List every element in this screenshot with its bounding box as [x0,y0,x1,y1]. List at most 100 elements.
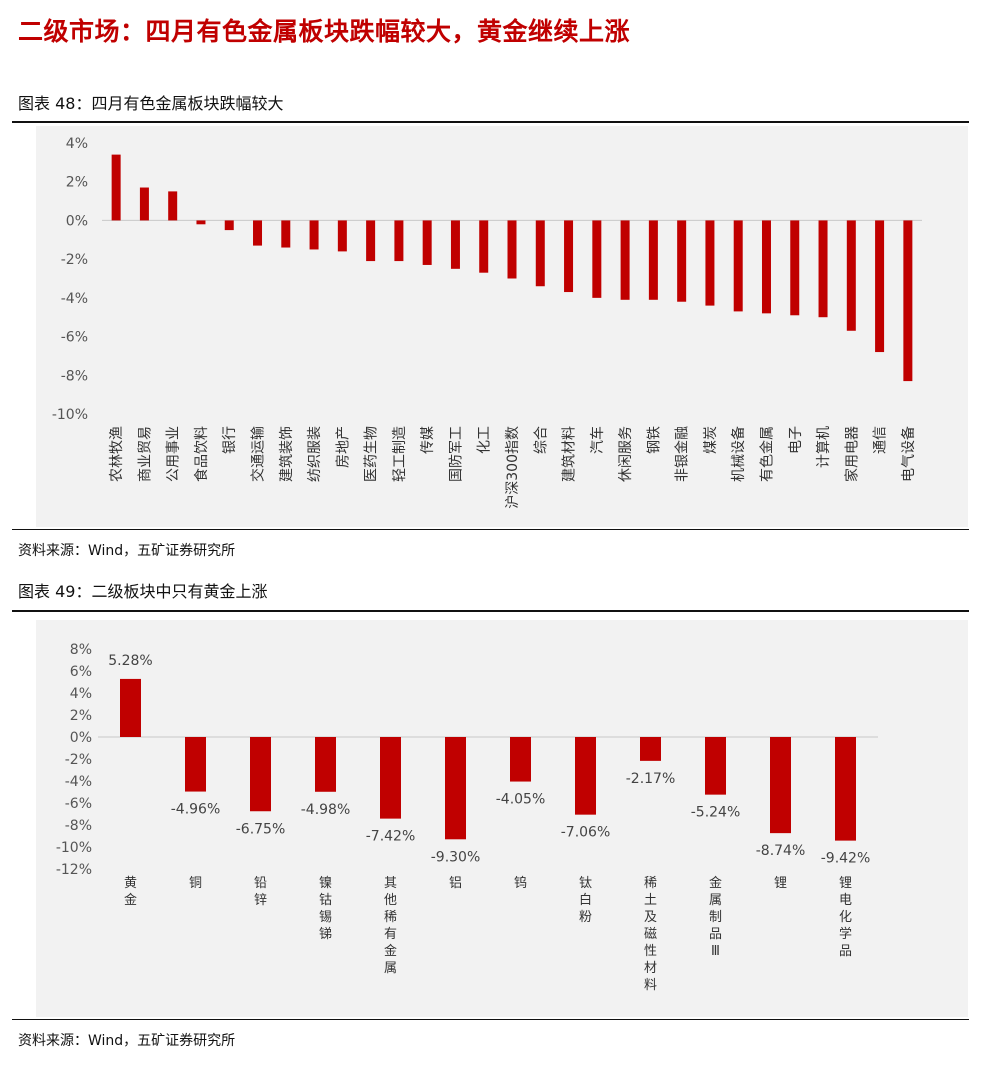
category-label: 纺织服装 [307,426,323,482]
category-label: 铜 [189,876,202,891]
category-label: 化工 [477,426,493,454]
category-label: 交通运输 [250,426,267,482]
category-label: 铝 [449,876,462,891]
bar [120,678,141,737]
bar [705,737,726,795]
bar [592,220,602,298]
bar [564,220,574,293]
data-label: -9.42% [821,851,871,867]
category-label: 公用事业 [166,426,182,482]
category-label: 房地产 [335,426,351,468]
category-label: 通信 [873,426,889,454]
bar [366,220,376,262]
y-tick-label: 4% [66,136,88,152]
category-label: 医药生物 [364,426,380,482]
category-label: 建筑装饰 [279,426,295,482]
category-label: 电气设备 [900,426,917,482]
bar [139,187,149,221]
bar [770,737,791,834]
bar [380,737,401,819]
chart-1-svg: 4% 2% 0% -2% -4% -6% -8% -10% 农林牧渔 商业贸易 公用事业 食品饮料 银行… [52,136,922,509]
category-label: 锂电化学品 [839,876,852,959]
data-label: -2.17% [626,771,676,787]
data-label: -7.42% [366,829,416,845]
category-label: 黄金 [124,876,137,908]
y-tick-label: 4% [70,686,92,702]
bar [253,220,263,246]
category-label: 银行 [222,426,238,454]
y-tick-label: 8% [70,642,92,658]
category-label: 商业贸易 [137,426,153,482]
y-tick-label: -8% [65,818,92,834]
figure-48-title: 图表 48：四月有色金属板块跌幅较大 [18,94,284,113]
category-label: 镍钴锡锑 [319,876,332,942]
bar [450,220,460,269]
bar [510,737,531,782]
category-label: 食品饮料 [193,426,210,482]
bar [640,737,661,761]
y-tick-label: 2% [70,708,92,724]
category-label: 非银金融 [675,426,691,482]
figure-48-source: 资料来源：Wind，五矿证券研究所 [18,543,236,559]
bar [620,220,630,300]
y-tick-label: -10% [52,407,88,423]
category-label: 沪深300指数 [505,426,521,509]
bar [111,154,121,221]
bar [903,220,913,382]
bar [224,220,234,231]
bar [648,220,658,300]
data-label: -4.05% [496,792,546,808]
category-label: 汽车 [589,426,606,454]
y-tick-label: -6% [61,330,88,346]
y-tick-label: -6% [65,796,92,812]
category-label: 锂 [774,876,787,891]
bar [507,220,517,279]
figure-49-title: 图表 49：二级板块中只有黄金上涨 [18,582,268,601]
bar [818,220,828,318]
y-tick-label: -4% [65,774,92,790]
data-label: -8.74% [756,843,806,859]
bar [185,737,206,792]
category-label: 建筑材料 [562,426,578,482]
bar [705,220,715,306]
data-label: 5.28% [108,653,152,669]
data-label: -6.75% [236,821,286,837]
y-tick-label: -2% [65,752,92,768]
category-label: 计算机 [816,426,832,468]
bar [315,737,336,792]
y-tick-label: -2% [61,252,88,268]
category-label: 综合 [533,426,549,454]
figure-48-top-rule [12,121,969,123]
bar [677,220,687,302]
figure-49-bottom-rule [12,1019,969,1020]
bar [733,220,743,312]
category-label: 钢铁 [646,426,662,454]
bar [281,220,291,248]
bar [422,220,432,265]
y-tick-label: 0% [70,730,92,746]
category-label: 农林牧渔 [109,426,125,482]
category-label: 电子 [788,426,804,454]
category-label: 家用电器 [843,426,860,482]
y-tick-label: -10% [56,840,92,856]
y-tick-label: 0% [66,213,88,229]
data-label: -5.24% [691,805,741,821]
y-tick-label: 6% [70,664,92,680]
bar [835,737,856,841]
category-label: 国防军工 [448,426,464,482]
y-tick-label: -12% [56,862,92,878]
category-label: 轻工制造 [392,426,408,482]
category-label: 煤炭 [703,426,719,454]
bar [846,220,856,331]
category-label: 钨 [514,875,527,891]
bar [479,220,489,273]
bar [761,220,771,314]
category-label: 其他稀有金属 [384,876,397,976]
y-tick-label: -4% [61,291,88,307]
figure-49-top-rule [12,610,969,612]
y-tick-label: 2% [66,175,88,191]
chart-2-panel: 8% 6% 4% 2% 0% -2% -4% -6% -8% -10% -12% 5.28% 黄金 -4.… [36,620,968,1017]
bar [790,220,800,316]
data-label: -9.30% [431,849,481,865]
chart-2-svg: 8% 6% 4% 2% 0% -2% -4% -6% -8% -10% -12% 5.28% 黄金 -4.… [56,642,878,993]
